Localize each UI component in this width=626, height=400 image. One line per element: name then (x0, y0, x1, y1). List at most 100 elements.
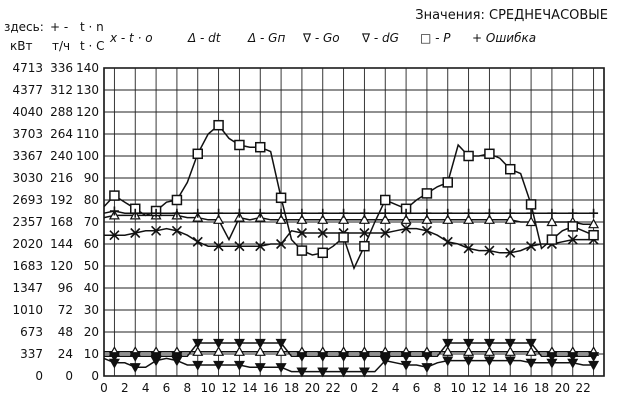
data-point-triangle-down (421, 352, 433, 362)
data-point-square (275, 192, 287, 204)
data-point-plus (255, 208, 265, 218)
data-point-triangle-up (421, 214, 433, 224)
x-tick-label: 14 (242, 381, 257, 395)
y-tick-label-tc: 0 (91, 369, 99, 383)
legend-entry: ∇ - Go (302, 31, 340, 45)
y-tick-label-tc: 70 (84, 215, 99, 229)
x-tick-label: 0 (350, 381, 358, 395)
data-point-plus (276, 208, 286, 218)
data-point-triangle-up (588, 218, 600, 229)
data-point-x (401, 223, 412, 234)
data-point-plus (130, 208, 140, 218)
y-tick-label-kw: 3367 (12, 149, 43, 163)
data-point-triangle-up (442, 214, 454, 224)
data-point-x (380, 227, 391, 239)
data-point-plus (484, 208, 494, 218)
data-point-triangle-up (483, 214, 495, 224)
data-point-triangle-up (504, 214, 516, 224)
x-tick-label: 12 (221, 381, 236, 395)
y-tick-label-kw: 0 (35, 369, 43, 383)
data-point-triangle-down (504, 338, 516, 349)
data-point-x (151, 225, 162, 236)
legend: x - t · o Δ - dt Δ - Gп ∇ - Go ∇ - dG □ - P + … (109, 31, 536, 45)
data-point-square (192, 148, 203, 160)
data-point-square (588, 229, 599, 241)
data-point-triangle-down (317, 352, 329, 362)
y-tick-label-th: 120 (50, 259, 73, 273)
data-point-triangle-down (442, 356, 454, 367)
data-point-x (109, 230, 120, 241)
y-tick-label-kw: 3703 (12, 127, 43, 141)
x-tick-label: 8 (184, 381, 192, 395)
data-point-x (192, 236, 203, 247)
data-point-plus (172, 208, 182, 218)
x-tick-label: 0 (100, 381, 108, 395)
y-tick-label-kw: 3030 (12, 171, 43, 185)
y-tick-label-th: 144 (50, 237, 73, 251)
x-tick-label: 16 (513, 381, 528, 395)
y-tick-label-tc: 60 (84, 237, 99, 251)
y-tick-label-tc: 120 (76, 105, 99, 119)
data-point-x (359, 227, 370, 239)
x-tick-label: 20 (305, 381, 320, 395)
data-point-triangle-down (525, 358, 537, 369)
data-point-triangle-down (400, 360, 412, 371)
y-tick-label-kw: 4040 (12, 105, 43, 119)
y-tick-label-kw: 2693 (12, 193, 43, 207)
data-point-triangle-down (525, 338, 537, 349)
data-point-triangle-up (233, 346, 245, 356)
y-tick-label-kw: 1683 (12, 259, 43, 273)
data-point-square (546, 234, 558, 245)
data-point-triangle-down (483, 356, 495, 367)
data-point-plus (318, 208, 328, 218)
y-tick-label-th: 96 (58, 281, 73, 295)
data-point-triangle-down (421, 363, 433, 373)
data-point-x (567, 234, 578, 245)
y-tick-label-tc: 110 (76, 127, 99, 141)
data-point-triangle-up (463, 214, 475, 224)
data-point-triangle-down (442, 338, 454, 349)
legend-entry: ∇ - dG (361, 31, 399, 45)
data-point-square (338, 232, 349, 243)
data-point-triangle-down (567, 358, 579, 369)
data-point-triangle-down (338, 367, 350, 378)
data-point-x (505, 247, 516, 258)
data-point-x (442, 236, 453, 247)
y-tick-label-th: 0 (65, 369, 73, 383)
data-point-triangle-down (254, 338, 266, 349)
data-point-triangle-up (504, 346, 516, 356)
x-tick-label: 14 (492, 381, 507, 395)
x-tick-label: 12 (471, 381, 486, 395)
y-tick-label-th: 192 (50, 193, 73, 207)
data-point-plus (234, 208, 244, 218)
data-point-triangle-down (108, 358, 120, 369)
x-tick-label: 4 (142, 381, 150, 395)
x-tick-label: 6 (413, 381, 421, 395)
series-layer (103, 119, 600, 378)
data-point-triangle-down (567, 352, 579, 362)
y-tick-label-th: 168 (50, 215, 73, 229)
data-point-x (296, 227, 307, 239)
data-point-plus (505, 208, 515, 218)
data-point-triangle-up (275, 214, 287, 224)
data-point-triangle-down (233, 360, 245, 371)
x-tick-label: 2 (371, 381, 379, 395)
data-point-square (234, 139, 245, 151)
data-point-triangle-up (463, 346, 475, 356)
data-point-triangle-up (358, 214, 370, 224)
y-tick-label-kw: 4377 (12, 83, 43, 97)
data-point-triangle-up (317, 214, 329, 224)
y-tick-label-th: 48 (58, 325, 73, 339)
chart-title: Значения: СРЕДНЕЧАСОВЫЕ (415, 8, 608, 23)
legend-entry: Δ - Gп (247, 31, 285, 45)
data-point-plus (380, 208, 390, 218)
data-point-plus (443, 208, 453, 218)
data-point-triangle-up (483, 346, 495, 356)
data-point-triangle-down (338, 352, 350, 362)
data-point-plus (464, 208, 474, 218)
data-point-plus (359, 208, 369, 218)
data-point-plus (339, 208, 349, 218)
y-tick-label-tc: 130 (76, 83, 99, 97)
y-tick-label-tc: 90 (84, 171, 99, 185)
y-tick-label-kw: 1347 (12, 281, 43, 295)
